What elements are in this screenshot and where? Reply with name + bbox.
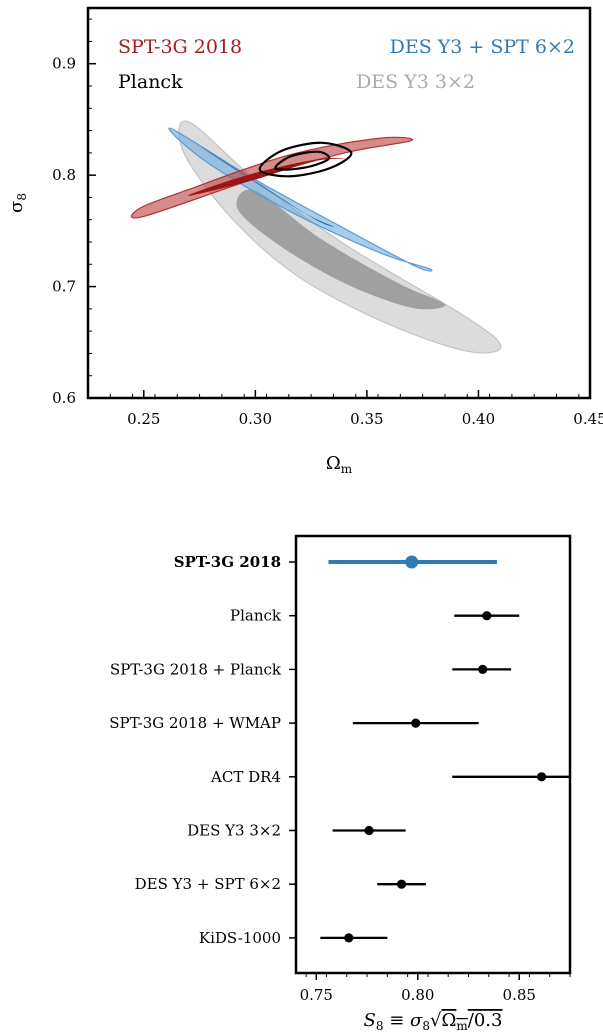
label-act-dr4: ACT DR4 bbox=[210, 768, 281, 786]
y-tick-label: 0.7 bbox=[52, 278, 76, 296]
contour-spt-3g-2018-68 bbox=[188, 157, 345, 196]
contour-x-axis-title: Ωm bbox=[326, 453, 353, 476]
whisker-plot-frame bbox=[294, 534, 572, 975]
y-tick-label: 0.8 bbox=[52, 166, 76, 184]
x-tick-label: 0.40 bbox=[462, 410, 495, 428]
legend-des-y3-spt-6-2: DES Y3 + SPT 6×2 bbox=[390, 36, 575, 58]
label-des-y3-3-2: DES Y3 3×2 bbox=[187, 822, 281, 840]
whisker-layer bbox=[289, 555, 570, 943]
label-planck: Planck bbox=[230, 607, 282, 625]
contour-des-y3-3-2-68 bbox=[236, 189, 446, 310]
label-kids-1000: KiDS-1000 bbox=[199, 929, 281, 947]
legend-planck: Planck bbox=[118, 71, 183, 93]
x-tick-label: 0.45 bbox=[573, 410, 603, 428]
contour-planck-95 bbox=[258, 141, 353, 178]
point-des-y3-spt-6-2 bbox=[396, 879, 407, 889]
point-spt-3g-2018 bbox=[405, 555, 419, 569]
point-kids-1000 bbox=[344, 933, 354, 943]
contour-planck-68 bbox=[274, 150, 331, 171]
whisker-labels: SPT-3G 2018 Planck SPT-3G 2018 + Planck SPT… bbox=[109, 553, 282, 947]
s8-tick-label: 0.85 bbox=[503, 986, 536, 1004]
contour-panel: 0.25 0.30 0.35 0.40 0.45 0.6 0.7 0.8 0.9 SPT-3G … bbox=[6, 6, 603, 476]
s8-tick-label: 0.75 bbox=[300, 986, 333, 1004]
whisker-ticks: 0.75 0.80 0.85 bbox=[300, 973, 571, 1004]
contour-des-y3-3-2-95 bbox=[178, 120, 502, 354]
contour-y-axis-title: σ8 bbox=[6, 193, 29, 213]
legend-des-y3-3-2: DES Y3 3×2 bbox=[356, 71, 475, 93]
point-spt-3g-2018-planck bbox=[478, 664, 488, 675]
s8-tick-label: 0.80 bbox=[401, 986, 434, 1004]
contour-plot-frame bbox=[86, 6, 592, 400]
s8-axis-title: S8 ≡ σ8√Ωm/0.3 bbox=[364, 1010, 503, 1033]
point-planck bbox=[482, 611, 492, 621]
x-tick-label: 0.25 bbox=[127, 410, 160, 428]
label-spt-3g-2018-wmap: SPT-3G 2018 + WMAP bbox=[109, 714, 281, 732]
legend-spt-3g-2018: SPT-3G 2018 bbox=[118, 36, 242, 58]
x-tick-label: 0.30 bbox=[239, 410, 272, 428]
y-tick-label: 0.9 bbox=[52, 55, 76, 73]
point-spt-3g-2018-wmap bbox=[411, 718, 421, 728]
label-spt-3g-2018-planck: SPT-3G 2018 + Planck bbox=[110, 660, 282, 678]
point-act-dr4 bbox=[536, 772, 547, 782]
point-des-y3-3-2 bbox=[364, 825, 374, 836]
label-des-y3-spt-6-2: DES Y3 + SPT 6×2 bbox=[135, 875, 281, 893]
y-tick-label: 0.6 bbox=[52, 389, 76, 407]
contour-legend: SPT-3G 2018 DES Y3 + SPT 6×2 Planck DES Y3 … bbox=[118, 36, 575, 93]
x-tick-label: 0.35 bbox=[350, 410, 383, 428]
contour-layer bbox=[130, 120, 502, 354]
contour-ticks: 0.25 0.30 0.35 0.40 0.45 0.6 0.7 0.8 0.9 bbox=[52, 18, 603, 428]
label-spt-3g-2018: SPT-3G 2018 bbox=[174, 553, 281, 571]
